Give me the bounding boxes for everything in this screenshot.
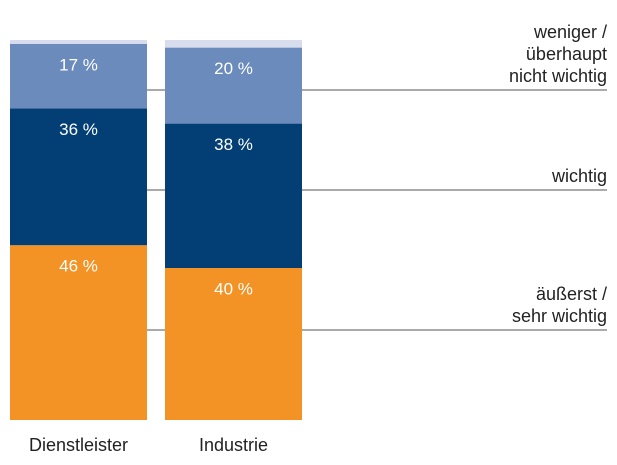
bar-segment (165, 47, 302, 124)
value-label: 40 % (214, 279, 253, 298)
value-label: 17 % (59, 55, 98, 74)
legend-label: äußerst / sehr wichtig (511, 284, 607, 326)
bar-segment (165, 268, 302, 420)
bar-segment (165, 40, 302, 48)
value-label: 38 % (214, 135, 253, 154)
x-tick-label: Dienstleister (29, 435, 128, 455)
bar-segment (165, 123, 302, 268)
bar-segment (10, 43, 147, 109)
value-label: 20 % (214, 59, 253, 78)
legend-label: weniger / überhaupt nicht wichtig (508, 22, 607, 86)
bar-segment (10, 40, 147, 44)
value-label: 46 % (59, 257, 98, 276)
value-label: 36 % (59, 120, 98, 139)
bar-segment (10, 108, 147, 246)
legend-label: wichtig (551, 166, 607, 186)
x-tick-label: Industrie (199, 435, 268, 455)
bar-segment (10, 245, 147, 420)
